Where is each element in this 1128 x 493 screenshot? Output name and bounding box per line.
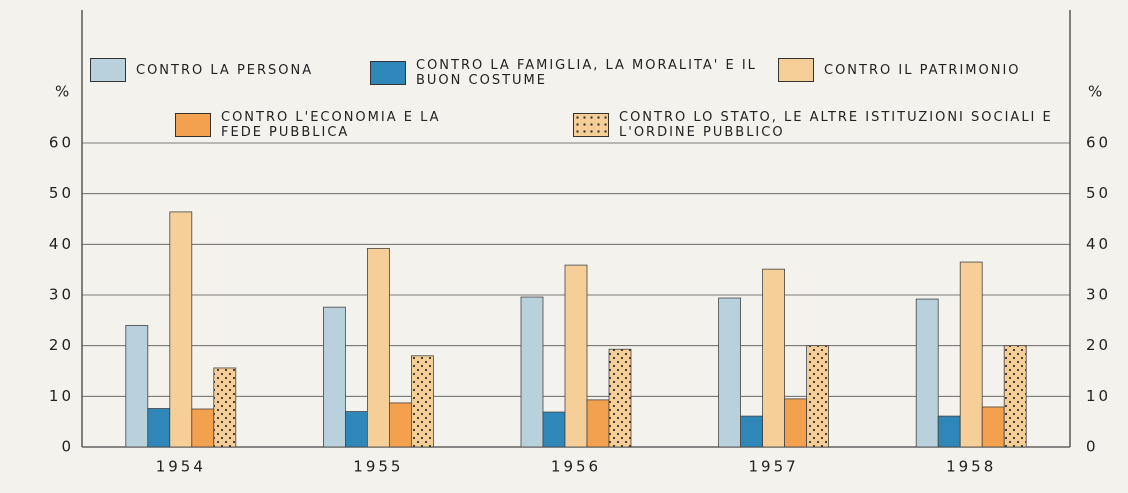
bar	[608, 348, 632, 448]
y-tick-label: 30	[49, 286, 74, 304]
y2-tick-label: 0	[1086, 438, 1099, 456]
legend-swatch	[778, 58, 814, 82]
bar	[718, 297, 741, 448]
y2-tick-label: 30	[1086, 286, 1111, 304]
bar	[366, 247, 390, 448]
bar	[388, 402, 412, 448]
y2-tick-label: 50	[1086, 184, 1111, 202]
legend-swatch	[370, 61, 406, 85]
y-tick-label: 40	[49, 235, 74, 253]
bar	[191, 408, 215, 448]
y2-tick-label: 40	[1086, 235, 1111, 253]
legend-label: CONTRO LA PERSONA	[136, 62, 314, 78]
bar	[959, 261, 983, 448]
legend-swatch	[90, 58, 126, 82]
bar	[937, 415, 961, 448]
bar	[344, 411, 368, 448]
x-tick-label: 1958	[946, 458, 996, 476]
bar	[410, 355, 434, 448]
legend-item: CONTRO LA PERSONA	[90, 58, 366, 82]
bar	[586, 399, 610, 448]
legend-item: CONTRO LA FAMIGLIA, LA MORALITA' E IL BU…	[370, 58, 786, 88]
x-tick-label: 1954	[156, 458, 206, 476]
bar	[213, 367, 237, 448]
x-tick-label: 1956	[551, 458, 601, 476]
y-tick-label: 0	[61, 438, 74, 456]
legend-label: CONTRO L'ECONOMIA E LA FEDE PUBBLICA	[221, 110, 441, 140]
bar	[147, 408, 171, 448]
y-tick-label: 20	[49, 336, 74, 354]
legend-label: CONTRO IL PATRIMONIO	[824, 62, 1021, 78]
legend-item: CONTRO L'ECONOMIA E LA FEDE PUBBLICA	[175, 110, 471, 140]
legend-label: CONTRO LA FAMIGLIA, LA MORALITA' E IL BU…	[416, 58, 757, 88]
legend-item: CONTRO LO STATO, LE ALTRE ISTITUZIONI SO…	[573, 110, 1059, 140]
bar	[740, 415, 763, 448]
y-axis-label: %	[55, 83, 72, 101]
legend-label: CONTRO LO STATO, LE ALTRE ISTITUZIONI SO…	[619, 110, 1053, 140]
bar	[784, 398, 807, 448]
y-tick-label: 10	[49, 387, 74, 405]
bar	[125, 324, 149, 448]
legend-swatch	[573, 113, 609, 137]
bar	[542, 411, 566, 448]
y-tick-label: 60	[49, 134, 74, 152]
y2-tick-label: 60	[1086, 134, 1111, 152]
bar	[762, 268, 785, 448]
bar	[915, 298, 939, 448]
y-tick-label: 50	[49, 184, 74, 202]
bar	[806, 345, 829, 448]
y2-axis-label: %	[1088, 83, 1105, 101]
bar	[520, 296, 544, 448]
x-tick-label: 1955	[353, 458, 403, 476]
y2-tick-label: 20	[1086, 336, 1111, 354]
bar	[564, 264, 588, 448]
y2-tick-label: 10	[1086, 387, 1111, 405]
bar	[169, 211, 193, 448]
bar	[322, 306, 346, 448]
legend-item: CONTRO IL PATRIMONIO	[778, 58, 1084, 82]
bar	[1003, 345, 1027, 448]
legend-swatch	[175, 113, 211, 137]
bar	[981, 406, 1005, 448]
x-tick-label: 1957	[749, 458, 799, 476]
